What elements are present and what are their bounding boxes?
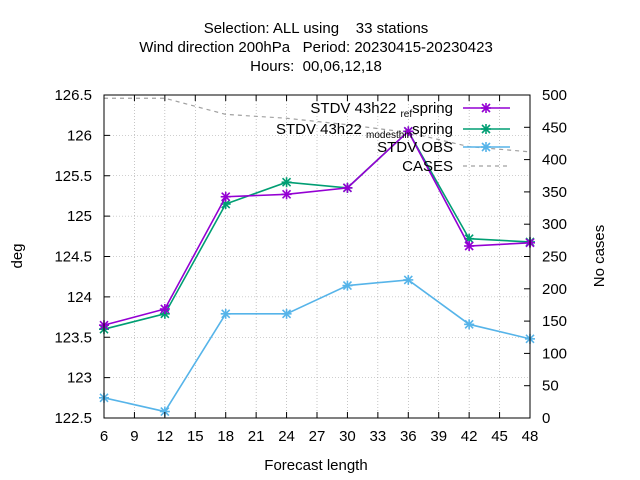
- y-tick-label: 124: [67, 289, 92, 306]
- x-tick-label: 12: [157, 428, 174, 445]
- series-line: [103, 130, 531, 330]
- data-point: [281, 308, 292, 319]
- y2-tick-label: 0: [542, 410, 550, 427]
- x-tick-label: 42: [461, 428, 478, 445]
- series-line: [103, 279, 531, 413]
- title-line-3: Hours: 00,06,12,18: [250, 58, 382, 75]
- grid: [104, 95, 530, 418]
- title-line-2: Wind direction 200hPa Period: 20230415-2…: [139, 39, 493, 56]
- legend-entry-1: STDV 43h22 modesthinspring: [276, 121, 510, 141]
- y2-tick-label: 150: [542, 313, 567, 330]
- y-tick-label: 125.5: [54, 168, 92, 185]
- y-tick-label: 122.5: [54, 410, 92, 427]
- x-tick-label: 33: [370, 428, 387, 445]
- y-tick-label: 123.5: [54, 329, 92, 346]
- x-tick-label: 15: [187, 428, 204, 445]
- x-tick-label: 48: [522, 428, 539, 445]
- legend-entry-3: CASES: [402, 158, 510, 175]
- data-point: [220, 308, 231, 319]
- legend-label-end: spring: [412, 100, 453, 117]
- legend-label-main: STDV 43h22: [310, 100, 400, 117]
- legend-entry-2: STDV OBS: [377, 139, 510, 156]
- y-axis-ticks: 122.5 123 123.5 124 124.5 125 125.5 126 126.5: [54, 87, 110, 427]
- x-tick-label: 39: [430, 428, 447, 445]
- data-point: [403, 126, 414, 137]
- y-tick-label: 126: [67, 127, 92, 144]
- x-tick-label: 24: [278, 428, 295, 445]
- legend-label: CASES: [402, 158, 453, 175]
- data-point: [159, 303, 170, 314]
- y-tick-label: 126.5: [54, 87, 92, 104]
- data-point: [220, 191, 231, 202]
- x-tick-label: 27: [309, 428, 326, 445]
- y2-axis-label: No cases: [591, 225, 608, 288]
- legend-label-sub: ref: [400, 109, 412, 120]
- y2-tick-label: 500: [542, 87, 567, 104]
- legend-marker: [481, 124, 491, 134]
- legend-entry-0: STDV 43h22 refspring: [310, 100, 510, 120]
- legend-label-end: spring: [412, 121, 453, 138]
- data-point: [281, 189, 292, 200]
- x-tick-label: 9: [130, 428, 138, 445]
- y-axis-label: deg: [9, 243, 26, 268]
- legend-label: STDV OBS: [377, 139, 453, 156]
- legend-marker: [481, 103, 491, 113]
- y2-tick-label: 50: [542, 378, 559, 395]
- legend-label-sub: modesthin: [366, 130, 412, 141]
- data-point: [342, 182, 353, 193]
- title-line-1: Selection: ALL using 33 stations: [204, 20, 429, 37]
- data-point: [342, 280, 353, 291]
- y2-tick-label: 200: [542, 281, 567, 298]
- x-tick-label: 45: [491, 428, 508, 445]
- y2-tick-label: 250: [542, 249, 567, 266]
- legend-marker: [481, 142, 491, 152]
- x-tick-label: 18: [217, 428, 234, 445]
- x-axis-ticks: 6 9 12 15 18 21 24 27 30 33 36 39 42 45 48: [100, 95, 539, 445]
- data-point: [281, 177, 292, 188]
- y-tick-label: 124.5: [54, 249, 92, 266]
- x-tick-label: 30: [339, 428, 356, 445]
- legend-label-main: STDV 43h22: [276, 121, 366, 138]
- chart-title: Selection: ALL using 33 stations Wind di…: [139, 20, 493, 75]
- legend-label: STDV 43h22 modesthinspring: [276, 121, 453, 141]
- data-point: [403, 274, 414, 285]
- y2-tick-label: 350: [542, 184, 567, 201]
- y2-tick-label: 100: [542, 345, 567, 362]
- x-tick-label: 36: [400, 428, 417, 445]
- y2-tick-label: 300: [542, 216, 567, 233]
- series-line: [103, 130, 531, 326]
- y-tick-label: 125: [67, 208, 92, 225]
- y2-tick-label: 450: [542, 119, 567, 136]
- x-tick-label: 6: [100, 428, 108, 445]
- x-axis-label: Forecast length: [264, 457, 367, 474]
- legend-label: STDV 43h22 refspring: [310, 100, 453, 120]
- data-point: [464, 319, 475, 330]
- x-tick-label: 21: [248, 428, 265, 445]
- y2-tick-label: 400: [542, 152, 567, 169]
- y-tick-label: 123: [67, 370, 92, 387]
- data-point: [464, 241, 475, 252]
- y2-axis-ticks: 0 50 100 150 200 250 300 350 400 450 500: [524, 87, 567, 427]
